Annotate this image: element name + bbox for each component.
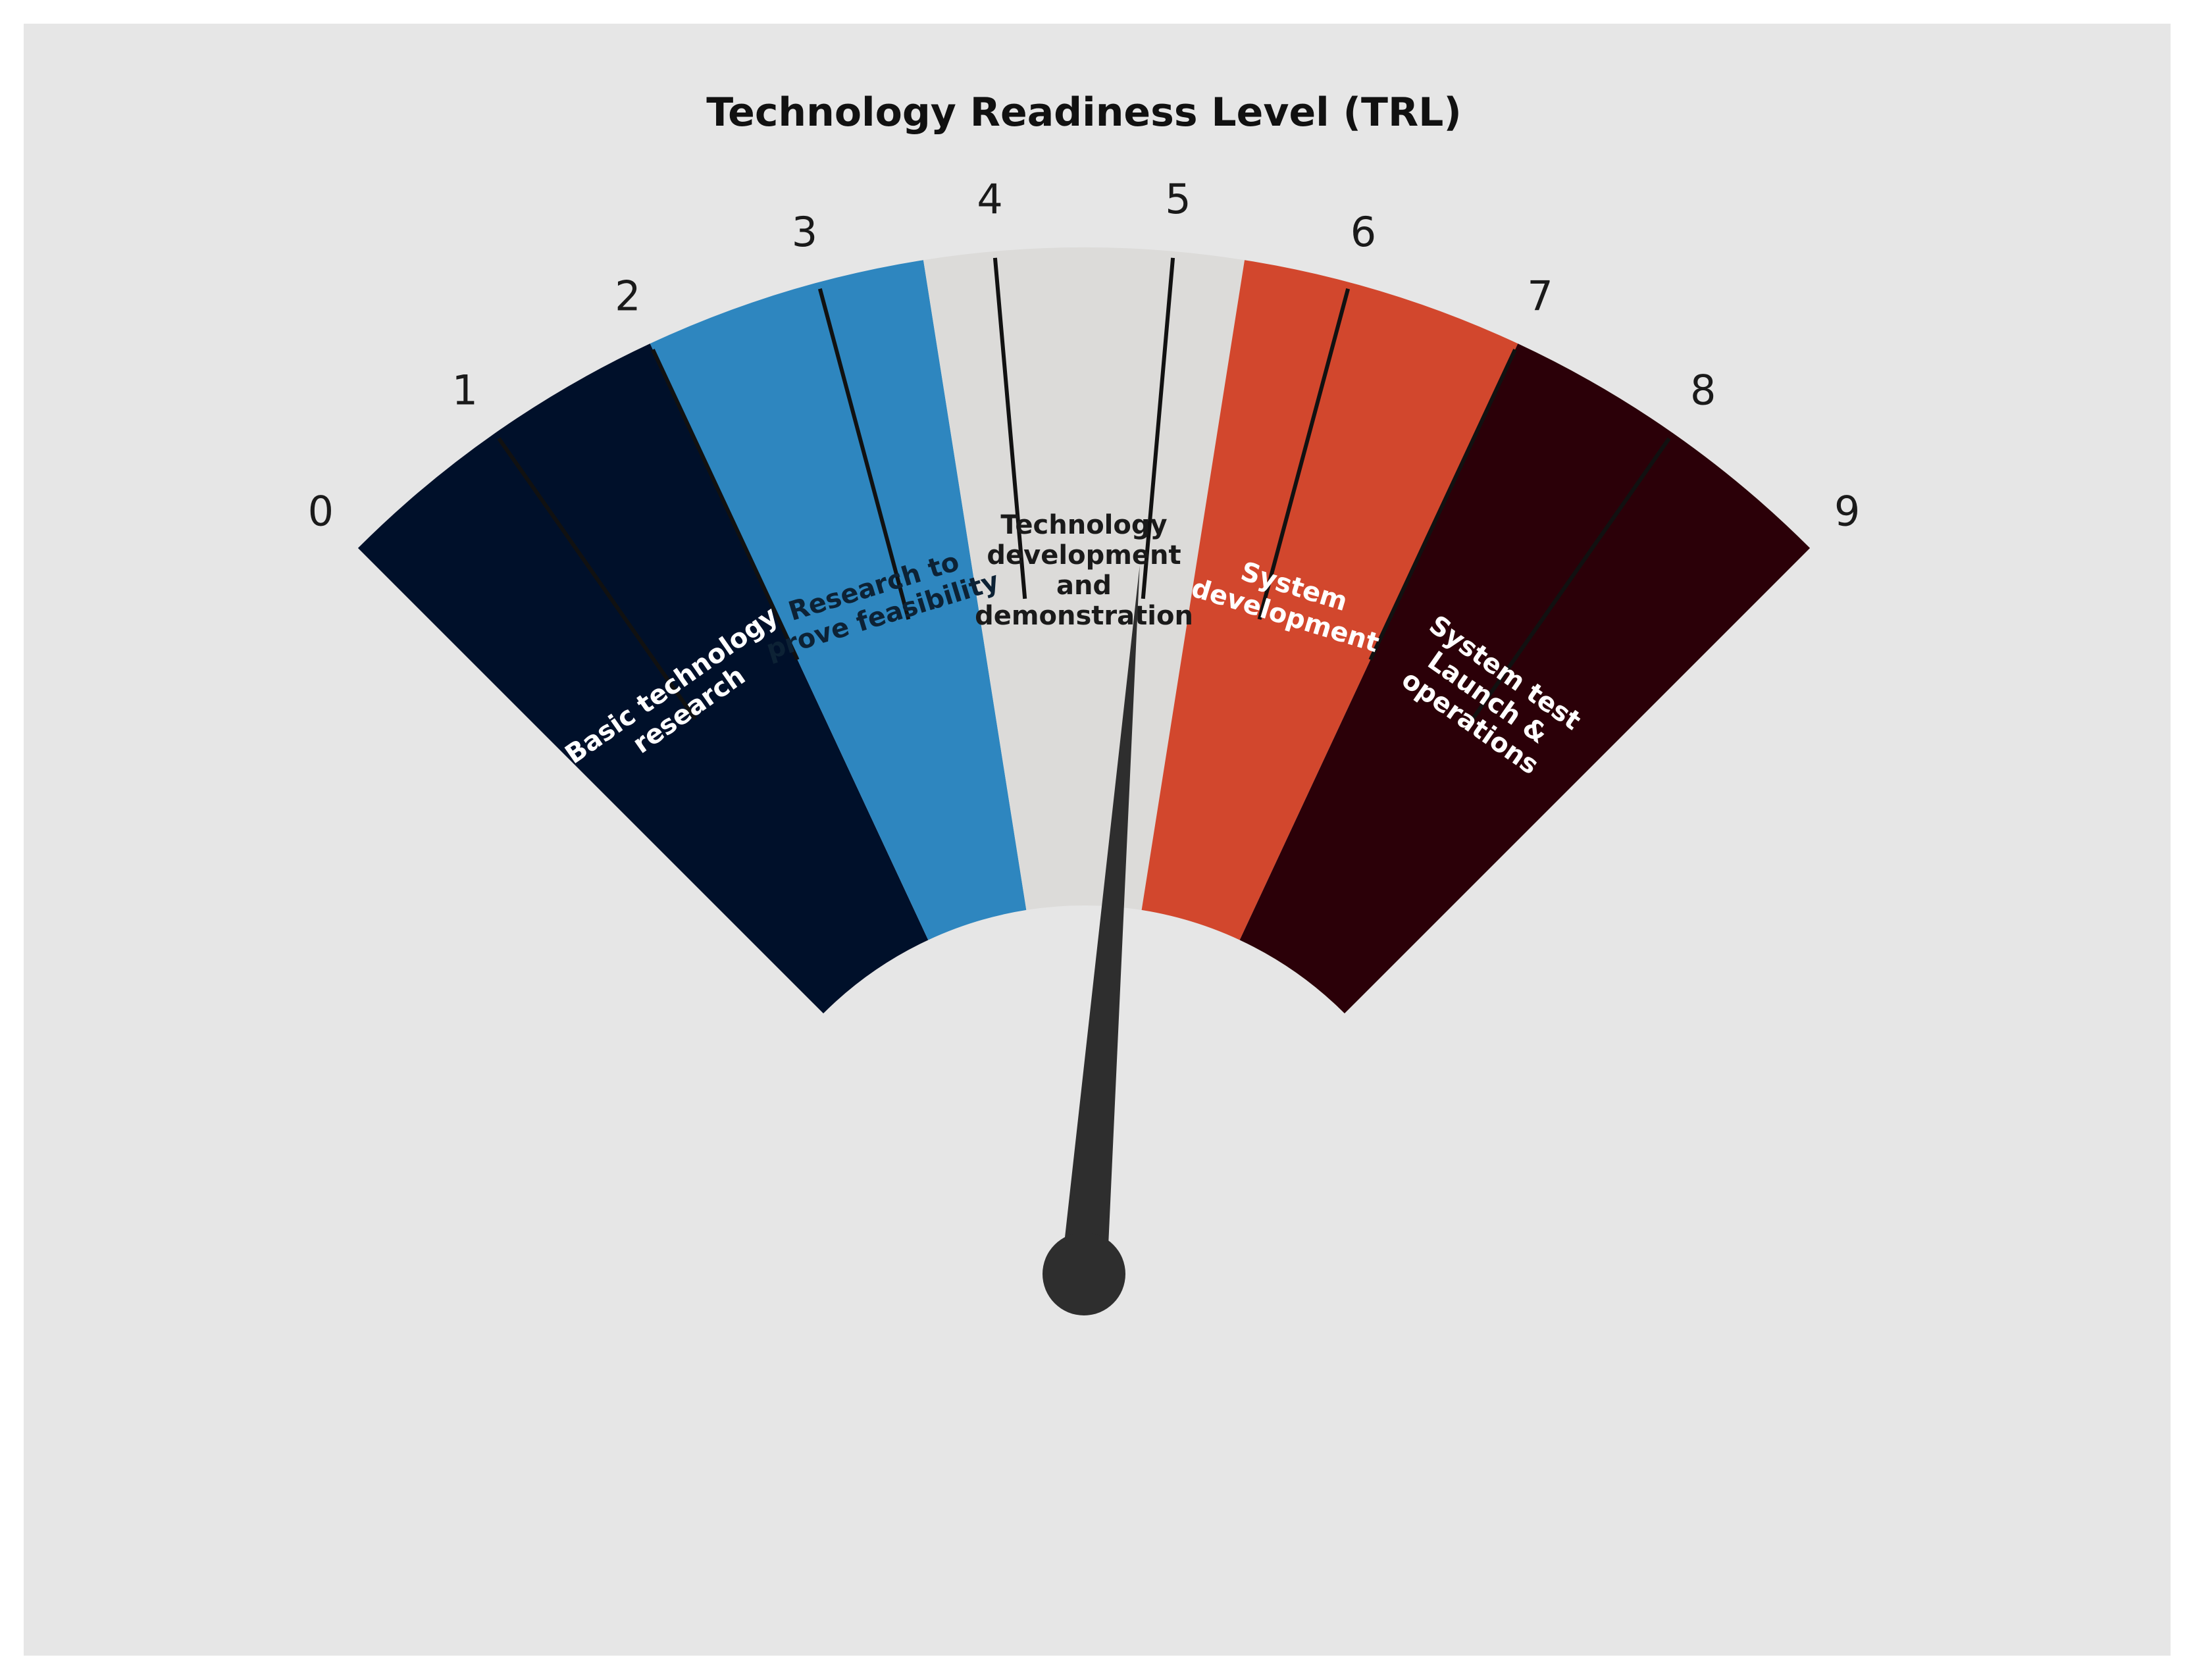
scale-ticks bbox=[497, 257, 1671, 720]
scale-label-9: 9 bbox=[1834, 487, 1860, 535]
tick-mark-1 bbox=[497, 437, 697, 720]
tick-mark-3 bbox=[817, 288, 911, 620]
scale-label-0: 0 bbox=[308, 487, 334, 535]
tick-mark-5 bbox=[1141, 257, 1175, 599]
scale-label-5: 5 bbox=[1165, 175, 1191, 223]
scale-label-8: 8 bbox=[1690, 367, 1716, 415]
stage-sector-1 bbox=[357, 344, 929, 1014]
tick-mark-7 bbox=[1368, 348, 1517, 661]
stage-label-line: demonstration bbox=[975, 601, 1193, 631]
chart-title: Technology Readiness Level (TRL) bbox=[706, 89, 1462, 136]
stage-sector-4 bbox=[1141, 260, 1518, 940]
stage-sector-3 bbox=[923, 247, 1245, 910]
stage-sector-5 bbox=[1239, 344, 1811, 1014]
stage-label-line: Technology bbox=[1000, 510, 1167, 540]
scale-label-1: 1 bbox=[452, 367, 478, 415]
scale-label-7: 7 bbox=[1527, 272, 1553, 320]
trl-gauge: Technology Readiness Level (TRL) Basic t… bbox=[308, 89, 1861, 1315]
scale-label-2: 2 bbox=[615, 272, 640, 320]
stage-sector-2 bbox=[650, 260, 1027, 940]
scale-label-4: 4 bbox=[977, 175, 1002, 223]
stage-label-line: and bbox=[1056, 571, 1112, 601]
needle bbox=[1061, 565, 1140, 1276]
stage-label-line: development bbox=[987, 540, 1181, 571]
scale-label-3: 3 bbox=[792, 208, 817, 256]
tick-mark-2 bbox=[651, 348, 800, 661]
tick-mark-4 bbox=[992, 257, 1027, 599]
scale-label-6: 6 bbox=[1351, 208, 1376, 256]
stage-sectors bbox=[357, 247, 1811, 1014]
tick-mark-6 bbox=[1257, 288, 1351, 620]
scale-labels: 0 1 2 3 4 5 6 7 8 9 bbox=[308, 175, 1861, 535]
needle-group bbox=[1043, 565, 1140, 1315]
tick-mark-8 bbox=[1471, 437, 1671, 720]
gauge-panel: Technology Readiness Level (TRL) Basic t… bbox=[24, 24, 2171, 1656]
needle-hub bbox=[1043, 1233, 1125, 1315]
